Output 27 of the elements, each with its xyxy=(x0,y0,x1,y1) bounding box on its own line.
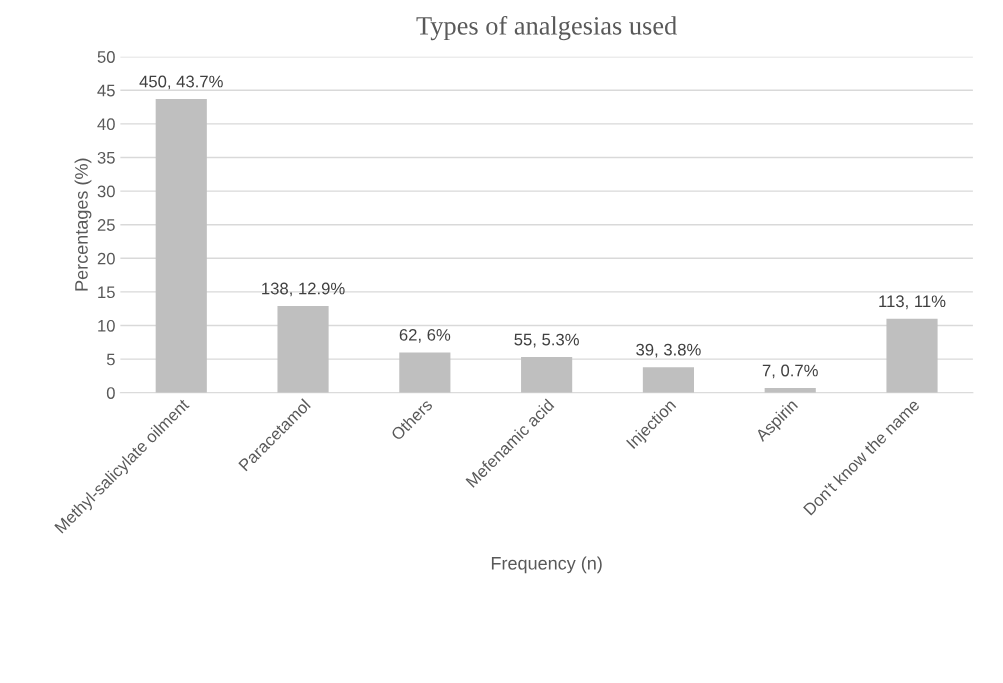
y-tick-label: 20 xyxy=(97,252,115,265)
data-label: 450, 43.7% xyxy=(139,75,223,90)
data-label: 39, 3.8% xyxy=(636,343,701,358)
y-tick-label: 50 xyxy=(97,51,115,63)
data-label: 62, 6% xyxy=(399,328,451,343)
chart-title: Types of analgesias used xyxy=(416,15,677,41)
y-tick-label: 45 xyxy=(97,84,115,97)
y-axis-title: Percentages (%) xyxy=(74,158,92,291)
bar xyxy=(642,367,694,393)
bar xyxy=(521,357,573,393)
bar xyxy=(399,352,451,393)
y-tick-label: 35 xyxy=(97,151,115,164)
bar xyxy=(886,318,938,393)
data-label: 55, 5.3% xyxy=(514,333,579,348)
x-axis-title: Frequency (n) xyxy=(491,556,602,574)
y-tick-label: 40 xyxy=(97,118,115,131)
y-tick-label: 15 xyxy=(98,286,115,299)
y-tick-label: 5 xyxy=(106,353,115,366)
y-tick-label: 25 xyxy=(97,219,115,231)
data-label: 138, 12.9% xyxy=(262,282,345,297)
bar xyxy=(155,99,207,393)
data-label: 7, 0.7% xyxy=(762,364,818,379)
data-label: 113, 11% xyxy=(879,295,946,310)
y-tick-label: 0 xyxy=(106,387,115,399)
y-tick-label: 10 xyxy=(98,319,115,332)
y-tick-label: 30 xyxy=(97,185,115,198)
bar xyxy=(277,306,329,393)
